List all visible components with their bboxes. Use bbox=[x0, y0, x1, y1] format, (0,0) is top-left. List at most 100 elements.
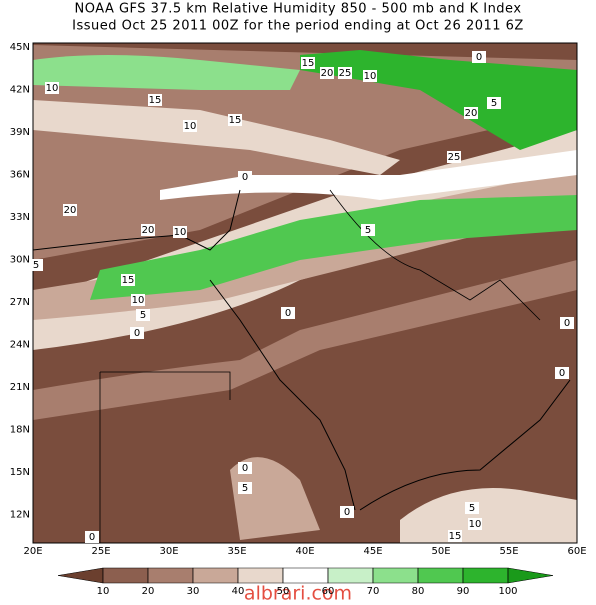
contour-label: 0 bbox=[242, 463, 248, 474]
contour-label-box bbox=[121, 274, 135, 286]
colorbar-label: 20 bbox=[142, 586, 155, 597]
contour-label: 0 bbox=[564, 318, 570, 329]
lat-label: 42N bbox=[10, 85, 30, 96]
lat-label: 27N bbox=[10, 297, 30, 308]
watermark: albrari.com bbox=[244, 583, 352, 602]
contour-label: 5 bbox=[140, 310, 146, 321]
contour-label-box bbox=[45, 82, 59, 94]
colorbar-label: 50 bbox=[277, 586, 290, 597]
contour-label: 20 bbox=[321, 68, 334, 79]
contour-label: 10 bbox=[174, 227, 187, 238]
contour-label: 10 bbox=[46, 83, 59, 94]
colorbar-segment bbox=[327, 567, 374, 584]
lat-label: 45N bbox=[10, 42, 30, 53]
lon-label: 45E bbox=[363, 546, 382, 557]
contour-label-box bbox=[63, 204, 77, 216]
contour-label: 15 bbox=[302, 58, 315, 69]
colorbar-segment bbox=[282, 567, 329, 584]
lon-label: 30E bbox=[159, 546, 178, 557]
colorbar-label: 90 bbox=[457, 586, 470, 597]
contour-label-box bbox=[148, 94, 162, 106]
contour-label-box bbox=[85, 531, 99, 543]
contour-label-box bbox=[131, 294, 145, 306]
contour-label: 5 bbox=[469, 503, 475, 514]
contour-label-box bbox=[173, 226, 187, 238]
colorbar-low bbox=[57, 567, 104, 584]
contour-label: 5 bbox=[242, 483, 248, 494]
contour-label: 0 bbox=[285, 308, 291, 319]
contour-label-box bbox=[448, 530, 462, 542]
contour-label-box bbox=[472, 51, 486, 63]
colorbar-segment bbox=[237, 567, 284, 584]
lon-label: 50E bbox=[431, 546, 450, 557]
contour-label-box bbox=[238, 482, 252, 494]
contour-label-box bbox=[320, 67, 334, 79]
lon-label: 60E bbox=[567, 546, 586, 557]
colorbar-label: 80 bbox=[412, 586, 425, 597]
colorbar-segment bbox=[147, 567, 194, 584]
colorbar-label: 30 bbox=[187, 586, 200, 597]
colorbar-label: 70 bbox=[367, 586, 380, 597]
lon-label: 40E bbox=[295, 546, 314, 557]
contour-label: 25 bbox=[339, 68, 352, 79]
colorbar-label: 100 bbox=[498, 586, 517, 597]
contour-label: 10 bbox=[184, 121, 197, 132]
contour-label: 10 bbox=[132, 295, 145, 306]
lat-label: 33N bbox=[10, 212, 30, 223]
contour-label: 15 bbox=[449, 531, 462, 542]
contour-label-box bbox=[130, 327, 144, 339]
contour-label: 5 bbox=[491, 98, 497, 109]
colorbar-segment bbox=[372, 567, 419, 584]
contour-label: 20 bbox=[142, 225, 155, 236]
lat-label: 24N bbox=[10, 340, 30, 351]
contour-label: 10 bbox=[364, 71, 377, 82]
contour-label-box bbox=[361, 224, 375, 236]
contour-label-box bbox=[560, 317, 574, 329]
subtitle: Issued Oct 25 2011 00Z for the period en… bbox=[72, 19, 524, 34]
contour-label: 15 bbox=[122, 275, 135, 286]
colorbar-segment bbox=[462, 567, 509, 584]
lon-label: 55E bbox=[499, 546, 518, 557]
contour-label-box bbox=[238, 462, 252, 474]
lon-label: 35E bbox=[227, 546, 246, 557]
contour-label: 20 bbox=[465, 108, 478, 119]
lat-label: 21N bbox=[10, 382, 30, 393]
contour-label-box bbox=[238, 171, 252, 183]
contour-label-box bbox=[465, 502, 479, 514]
contour-label: 25 bbox=[448, 152, 461, 163]
map-frame bbox=[32, 42, 578, 544]
contour-label-box bbox=[340, 506, 354, 518]
contour-label: 0 bbox=[242, 172, 248, 183]
lat-label: 18N bbox=[10, 425, 30, 436]
colorbar-segment bbox=[102, 567, 149, 584]
contour-label: 0 bbox=[559, 368, 565, 379]
contour-label: 0 bbox=[476, 52, 482, 63]
contour-label-box bbox=[183, 120, 197, 132]
lat-label: 30N bbox=[10, 255, 30, 266]
contour-label-box bbox=[141, 224, 155, 236]
lon-label: 20E bbox=[23, 546, 42, 557]
contour-label: 20 bbox=[64, 205, 77, 216]
contour-label: 5 bbox=[365, 225, 371, 236]
colorbar-label: 10 bbox=[97, 586, 110, 597]
contour-label: 10 bbox=[469, 519, 482, 530]
contour-label-box bbox=[487, 97, 501, 109]
contour-label-box bbox=[29, 259, 43, 271]
contour-label-box bbox=[555, 367, 569, 379]
lat-label: 12N bbox=[10, 510, 30, 521]
contour-label-box bbox=[468, 518, 482, 530]
contour-label-box bbox=[447, 151, 461, 163]
colorbar-label: 40 bbox=[232, 586, 245, 597]
contour-label: 5 bbox=[33, 260, 39, 271]
lat-label: 36N bbox=[10, 170, 30, 181]
contour-label-box bbox=[228, 114, 242, 126]
colorbar-label: 60 bbox=[322, 586, 335, 597]
contour-label: 0 bbox=[89, 532, 95, 543]
contour-label: 15 bbox=[149, 95, 162, 106]
colorbar-segment bbox=[417, 567, 464, 584]
map bbox=[33, 43, 577, 543]
lon-label: 25E bbox=[91, 546, 110, 557]
lat-label: 39N bbox=[10, 127, 30, 138]
colorbar-segment bbox=[192, 567, 239, 584]
